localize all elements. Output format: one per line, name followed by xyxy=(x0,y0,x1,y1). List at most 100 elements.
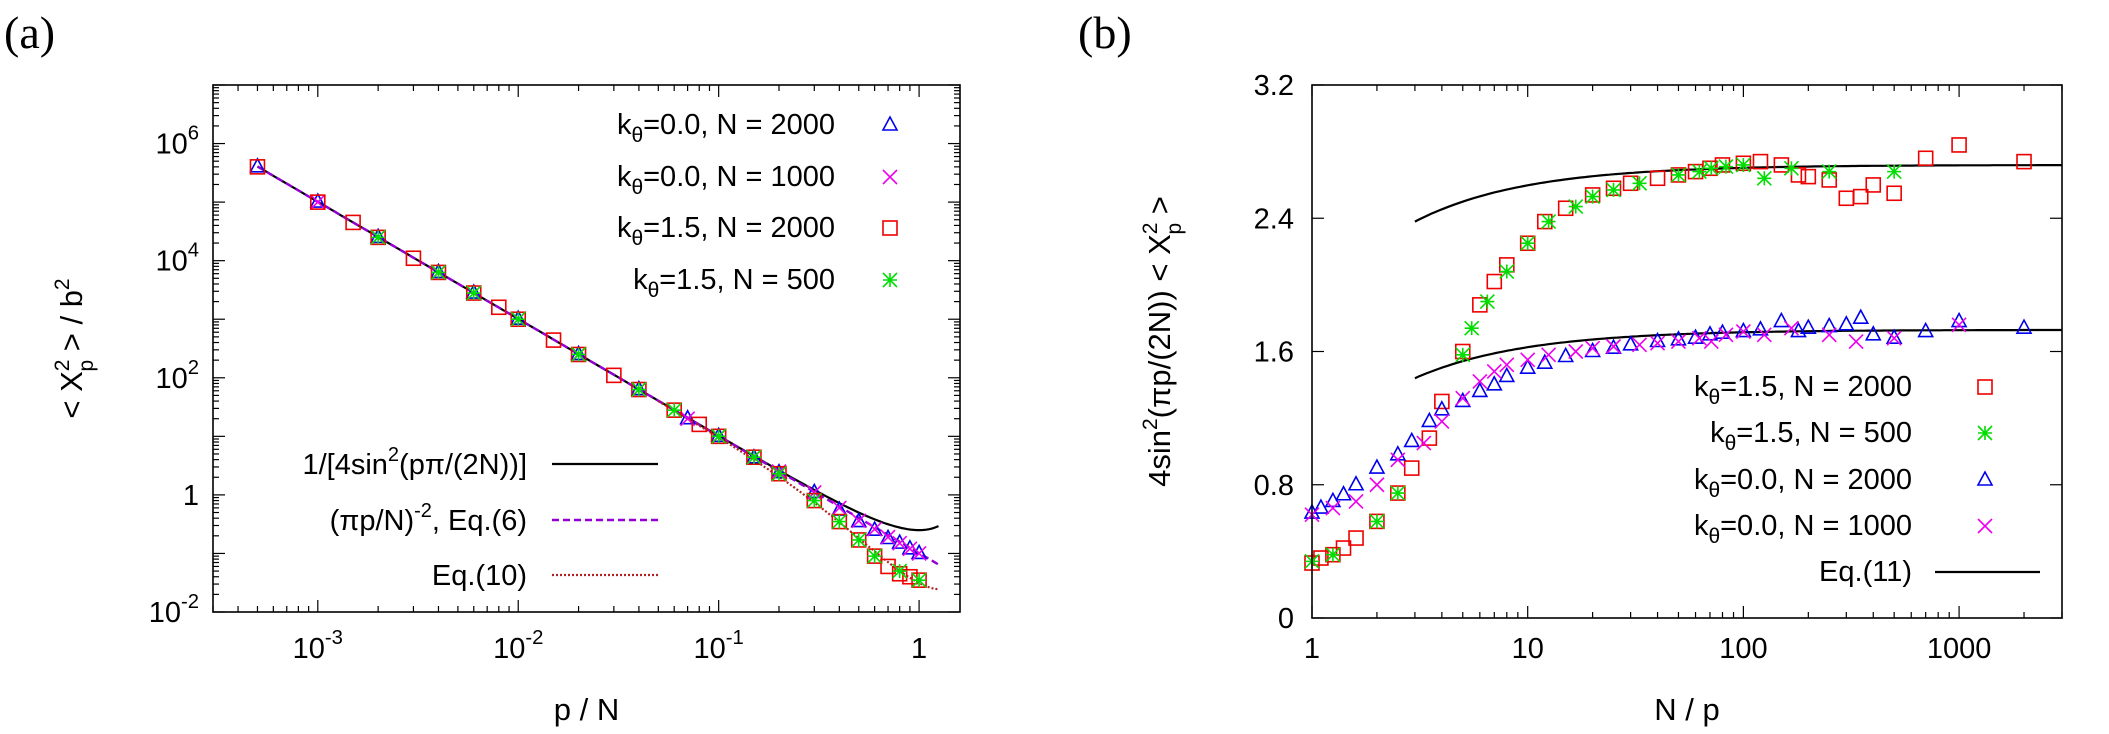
point-series-k0-n2000-a-1 xyxy=(309,192,327,208)
point-series-k15-n2000-b-36 xyxy=(1951,137,1967,153)
point-series-k15-n2000-b-8 xyxy=(1421,430,1438,446)
series-k15-n500-a xyxy=(370,229,927,588)
point-series-k15-n500-b-4 xyxy=(1455,347,1471,363)
point-series-k0-n2000-b-22 xyxy=(1687,328,1704,344)
point-series-k0-n2000-b-33 xyxy=(1864,325,1882,341)
point-series-k15-n500-a-11 xyxy=(831,514,847,530)
panel-b: (b) 1 10 100 1000 0 0.8 1.6 2.4 3.2 kθ=1.5, N = 20… xyxy=(1078,7,2063,727)
legend-label-a-2: kθ=1.5, N = 2000 xyxy=(617,212,835,250)
point-series-k0-n1000-a-13 xyxy=(867,521,883,537)
point-series-k15-n2000-b-3 xyxy=(1335,540,1352,556)
point-series-k0-n2000-a-19 xyxy=(910,543,928,560)
plot-frame-b xyxy=(1311,84,2063,619)
point-series-k0-n1000-a-15 xyxy=(892,535,908,551)
point-series-k15-n500-a-10 xyxy=(806,492,822,509)
point-series-k0-n1000-b-12 xyxy=(1541,347,1557,363)
point-series-k15-n500-b-11 xyxy=(1585,189,1601,205)
point-series-k0-n2000-a-0 xyxy=(249,157,266,173)
point-series-k15-n500-b-1 xyxy=(1325,547,1341,563)
y-tick-label-a-0: 10-2 xyxy=(149,591,199,629)
legend-label-a-0: kθ=0.0, N = 2000 xyxy=(617,109,835,147)
point-series-k0-n1000-b-13 xyxy=(1568,343,1584,360)
point-series-k15-n500-a-14 xyxy=(892,563,908,579)
point-series-k0-n2000-b-28 xyxy=(1790,321,1807,338)
point-series-k0-n1000-b-15 xyxy=(1605,338,1622,355)
plot-frame-a xyxy=(212,84,961,613)
point-series-k0-n2000-b-29 xyxy=(1799,318,1817,334)
point-series-k0-n2000-a-15 xyxy=(866,520,883,536)
point-series-k15-n2000-b-33 xyxy=(1865,177,1882,193)
point-series-k15-n500-b-22 xyxy=(1886,164,1902,180)
point-series-k0-n1000-b-24 xyxy=(1783,320,1799,336)
point-series-k15-n500-b-21 xyxy=(1821,164,1837,180)
point-series-k0-n1000-b-20 xyxy=(1703,333,1719,350)
point-series-k0-n2000-b-18 xyxy=(1605,338,1622,354)
point-series-k0-n2000-b-3 xyxy=(1335,485,1352,501)
point-series-k15-n2000-a-0 xyxy=(249,159,266,175)
y-tick-label-b-1: 0.8 xyxy=(1254,470,1294,502)
point-series-k15-n500-a-0 xyxy=(370,229,386,245)
point-series-k0-n1000-b-5 xyxy=(1416,435,1432,451)
point-series-k0-n1000-b-6 xyxy=(1434,413,1450,430)
point-series-k0-n2000-b-25 xyxy=(1735,321,1752,338)
point-series-k15-n500-b-5 xyxy=(1464,320,1480,336)
point-series-k0-n2000-b-9 xyxy=(1433,400,1451,416)
x-tick-label-a-2: 10-1 xyxy=(694,627,744,665)
point-series-k15-n500-b-16 xyxy=(1703,160,1719,176)
legend-marker-a-0 xyxy=(881,115,899,131)
point-series-k15-n2000-b-4 xyxy=(1348,530,1364,546)
point-series-k0-n2000-b-35 xyxy=(1917,321,1935,338)
legend-marker-a-3 xyxy=(882,272,898,288)
point-series-k15-n500-b-9 xyxy=(1541,214,1557,230)
point-series-k0-n1000-b-10 xyxy=(1499,357,1515,373)
x-tick-label-b-0: 1 xyxy=(1304,633,1320,665)
point-series-k15-n2000-b-26 xyxy=(1752,153,1769,170)
x-tick-label-a-0: 10-3 xyxy=(293,627,343,665)
series-k0-n2000-b xyxy=(1303,308,2033,519)
x-tick-label-b-1: 10 xyxy=(1512,633,1544,665)
legend-label-b-3: kθ=0.0, N = 1000 xyxy=(1694,510,1912,548)
point-series-k15-n2000-b-12 xyxy=(1486,273,1503,290)
legend-marker-b-2 xyxy=(1976,470,1994,486)
y-axis-label-b: 4sin2(πp/(2N)) < X2p > xyxy=(1139,196,1186,487)
point-series-k0-n2000-b-15 xyxy=(1536,353,1554,369)
point-series-k15-n2000-b-34 xyxy=(1886,185,1902,202)
point-series-k15-n2000-a-2 xyxy=(345,214,361,231)
point-series-k15-n2000-b-35 xyxy=(1917,150,1934,167)
point-series-k15-n2000-a-9 xyxy=(545,332,562,348)
legend-label-a-3: kθ=1.5, N = 500 xyxy=(633,264,835,302)
point-series-k15-n500-b-2 xyxy=(1369,513,1385,529)
point-series-k0-n1000-b-17 xyxy=(1649,335,1666,351)
point-series-k15-n500-a-4 xyxy=(570,346,587,363)
series-k0-n1000-b xyxy=(1304,317,1967,523)
point-series-k0-n1000-b-1 xyxy=(1325,500,1341,516)
point-series-k0-n2000-b-31 xyxy=(1837,315,1855,331)
point-series-k0-n1000-b-4 xyxy=(1390,452,1406,468)
point-series-k0-n1000-b-27 xyxy=(1886,330,1902,346)
point-series-k15-n2000-b-37 xyxy=(2016,153,2032,170)
point-series-k15-n500-a-6 xyxy=(666,402,682,418)
point-series-k15-n2000-b-16 xyxy=(1557,200,1574,217)
x-axis-label-a: p / N xyxy=(554,692,619,727)
point-series-k15-n500-b-8 xyxy=(1520,235,1536,251)
point-series-k15-n500-b-6 xyxy=(1479,293,1495,310)
point-series-k15-n2000-b-27 xyxy=(1773,157,1790,173)
point-series-k15-n2000-b-7 xyxy=(1403,460,1420,476)
y-tick-label-a-2: 102 xyxy=(155,357,199,395)
point-series-k0-n1000-a-17 xyxy=(911,545,927,562)
point-series-k0-n2000-b-13 xyxy=(1498,366,1516,383)
point-series-k0-n1000-a-12 xyxy=(851,513,867,529)
point-series-k0-n1000-b-9 xyxy=(1486,363,1502,380)
point-series-k0-n2000-b-32 xyxy=(1852,308,1870,324)
point-series-k0-n2000-a-14 xyxy=(850,511,868,528)
point-series-k15-n500-a-7 xyxy=(711,428,727,444)
point-series-k0-n1000-b-2 xyxy=(1348,493,1364,509)
point-series-k15-n500-a-13 xyxy=(867,548,883,564)
point-series-k15-n500-b-12 xyxy=(1605,182,1622,198)
point-series-k0-n2000-a-8 xyxy=(679,409,696,425)
point-series-k0-n1000-b-23 xyxy=(1756,327,1772,343)
point-series-k0-n2000-b-10 xyxy=(1454,391,1472,408)
point-series-k0-n2000-b-4 xyxy=(1347,475,1365,491)
legend-label-curve-a-1: (πp/N)-2, Eq.(6) xyxy=(330,500,527,537)
y-tick-label-b-3: 2.4 xyxy=(1254,203,1294,235)
